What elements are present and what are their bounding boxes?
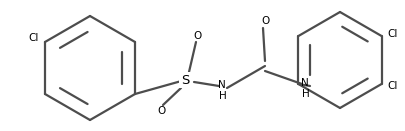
Text: O: O [261,16,269,26]
Text: N: N [218,80,226,90]
Text: Cl: Cl [388,81,398,91]
Text: N: N [301,78,309,88]
Text: O: O [194,31,202,41]
Text: Cl: Cl [388,29,398,39]
Text: O: O [157,106,165,116]
Text: S: S [181,73,189,86]
Text: Cl: Cl [29,33,39,43]
Text: H: H [302,89,310,99]
Text: H: H [219,91,227,101]
